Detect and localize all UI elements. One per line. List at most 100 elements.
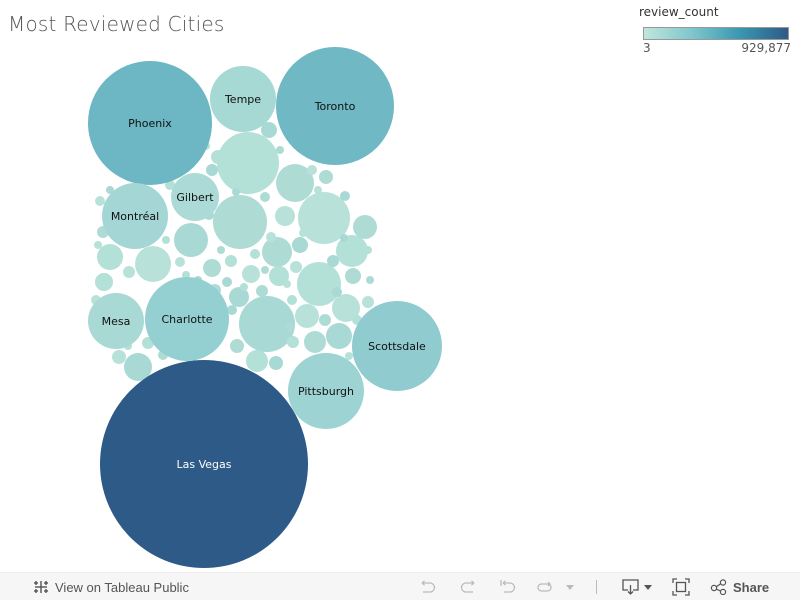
city-bubble[interactable] <box>261 266 269 274</box>
download-button[interactable] <box>621 573 653 601</box>
city-bubble-las-vegas[interactable]: Las Vegas <box>100 360 308 568</box>
city-bubble[interactable] <box>203 259 221 277</box>
city-bubble[interactable] <box>314 186 322 194</box>
city-bubble[interactable] <box>319 314 331 326</box>
city-bubble[interactable] <box>269 266 289 286</box>
city-bubble[interactable] <box>95 273 113 291</box>
city-bubble[interactable] <box>353 215 377 239</box>
city-bubble[interactable] <box>246 350 268 372</box>
city-bubble[interactable] <box>206 164 218 176</box>
city-bubble-pittsburgh[interactable]: Pittsburgh <box>288 353 364 429</box>
city-bubble[interactable] <box>336 235 368 267</box>
city-bubble[interactable] <box>217 132 279 194</box>
city-bubble[interactable] <box>135 246 171 282</box>
city-bubble[interactable] <box>256 285 268 297</box>
bubble-circle[interactable] <box>88 293 144 349</box>
city-bubble[interactable] <box>364 246 372 254</box>
bubble-circle[interactable] <box>100 360 308 568</box>
city-bubble[interactable] <box>286 323 294 331</box>
bubble-circle[interactable] <box>352 301 442 391</box>
city-bubble[interactable] <box>275 206 295 226</box>
bubble-circle[interactable] <box>88 61 212 185</box>
city-bubble[interactable] <box>222 277 232 287</box>
city-bubble[interactable] <box>299 229 307 237</box>
city-bubble[interactable] <box>227 305 237 315</box>
city-bubble[interactable] <box>297 262 341 306</box>
city-bubble[interactable] <box>276 164 314 202</box>
city-bubble[interactable] <box>175 257 185 267</box>
undo-button[interactable] <box>419 573 437 601</box>
city-bubble[interactable] <box>283 280 291 288</box>
city-bubble[interactable] <box>340 234 348 242</box>
city-bubble[interactable] <box>332 287 342 297</box>
city-bubble[interactable] <box>266 232 276 242</box>
city-bubble[interactable] <box>211 150 225 164</box>
city-bubble[interactable] <box>260 192 270 202</box>
refresh-button[interactable] <box>536 573 554 601</box>
city-bubble-tempe[interactable]: Tempe <box>210 66 276 132</box>
view-on-tableau-public-link[interactable]: View on Tableau Public <box>32 573 189 601</box>
city-bubble[interactable] <box>95 196 105 206</box>
city-bubble[interactable] <box>340 191 350 201</box>
city-bubble[interactable] <box>94 241 102 249</box>
city-bubble-gilbert[interactable]: Gilbert <box>171 173 219 221</box>
city-bubble[interactable] <box>124 353 152 381</box>
city-bubble[interactable] <box>232 188 240 196</box>
city-bubble[interactable] <box>242 265 260 283</box>
city-bubble[interactable] <box>307 165 317 175</box>
city-bubble[interactable] <box>174 223 208 257</box>
city-bubble[interactable] <box>112 350 126 364</box>
city-bubble[interactable] <box>292 237 308 253</box>
city-bubble[interactable] <box>247 337 255 345</box>
city-bubble[interactable] <box>262 237 292 267</box>
city-bubble-scottsdale[interactable]: Scottsdale <box>352 301 442 391</box>
city-bubble[interactable] <box>332 294 360 322</box>
city-bubble[interactable] <box>106 186 114 194</box>
city-bubble[interactable] <box>229 287 249 307</box>
city-bubble[interactable] <box>326 323 352 349</box>
city-bubble[interactable] <box>239 296 295 352</box>
city-bubble[interactable] <box>123 266 135 278</box>
city-bubble[interactable] <box>213 195 267 249</box>
bubble-circle[interactable] <box>145 277 229 361</box>
city-bubble[interactable] <box>345 268 361 284</box>
city-bubble[interactable] <box>327 255 339 267</box>
city-bubble[interactable] <box>276 146 284 154</box>
city-bubble[interactable] <box>162 236 170 244</box>
revert-button[interactable] <box>499 573 517 601</box>
city-bubble-montr-al[interactable]: Montréal <box>102 183 168 249</box>
city-bubble[interactable] <box>165 180 175 190</box>
city-bubble[interactable] <box>269 356 283 370</box>
city-bubble-mesa[interactable]: Mesa <box>88 293 144 349</box>
city-bubble[interactable] <box>261 122 277 138</box>
city-bubble[interactable] <box>225 255 237 267</box>
fullscreen-button[interactable] <box>672 573 690 601</box>
city-bubble[interactable] <box>250 249 260 259</box>
city-bubble[interactable] <box>287 336 299 348</box>
city-bubble[interactable] <box>290 261 302 273</box>
city-bubble-phoenix[interactable]: Phoenix <box>88 61 212 185</box>
bubble-circle[interactable] <box>171 173 219 221</box>
city-bubble[interactable] <box>295 304 319 328</box>
city-bubble-charlotte[interactable]: Charlotte <box>145 277 229 361</box>
city-bubble[interactable] <box>345 352 353 360</box>
city-bubble[interactable] <box>319 170 333 184</box>
city-bubble[interactable] <box>97 244 123 270</box>
city-bubble[interactable] <box>362 296 374 308</box>
bubble-circle[interactable] <box>102 183 168 249</box>
city-bubble[interactable] <box>304 331 326 353</box>
share-button[interactable]: Share <box>710 573 769 601</box>
bubble-circle[interactable] <box>210 66 276 132</box>
city-bubble[interactable] <box>287 295 297 305</box>
bubble-circle[interactable] <box>276 47 394 165</box>
city-bubble[interactable] <box>217 246 225 254</box>
city-bubble[interactable] <box>182 271 190 279</box>
city-bubble[interactable] <box>298 192 350 244</box>
city-bubble[interactable] <box>366 276 374 284</box>
redo-button[interactable] <box>459 573 477 601</box>
bubble-circle[interactable] <box>288 353 364 429</box>
city-bubble[interactable] <box>230 339 244 353</box>
refresh-dropdown-button[interactable] <box>565 573 575 601</box>
city-bubble[interactable] <box>240 283 248 291</box>
city-bubble-toronto[interactable]: Toronto <box>276 47 394 165</box>
